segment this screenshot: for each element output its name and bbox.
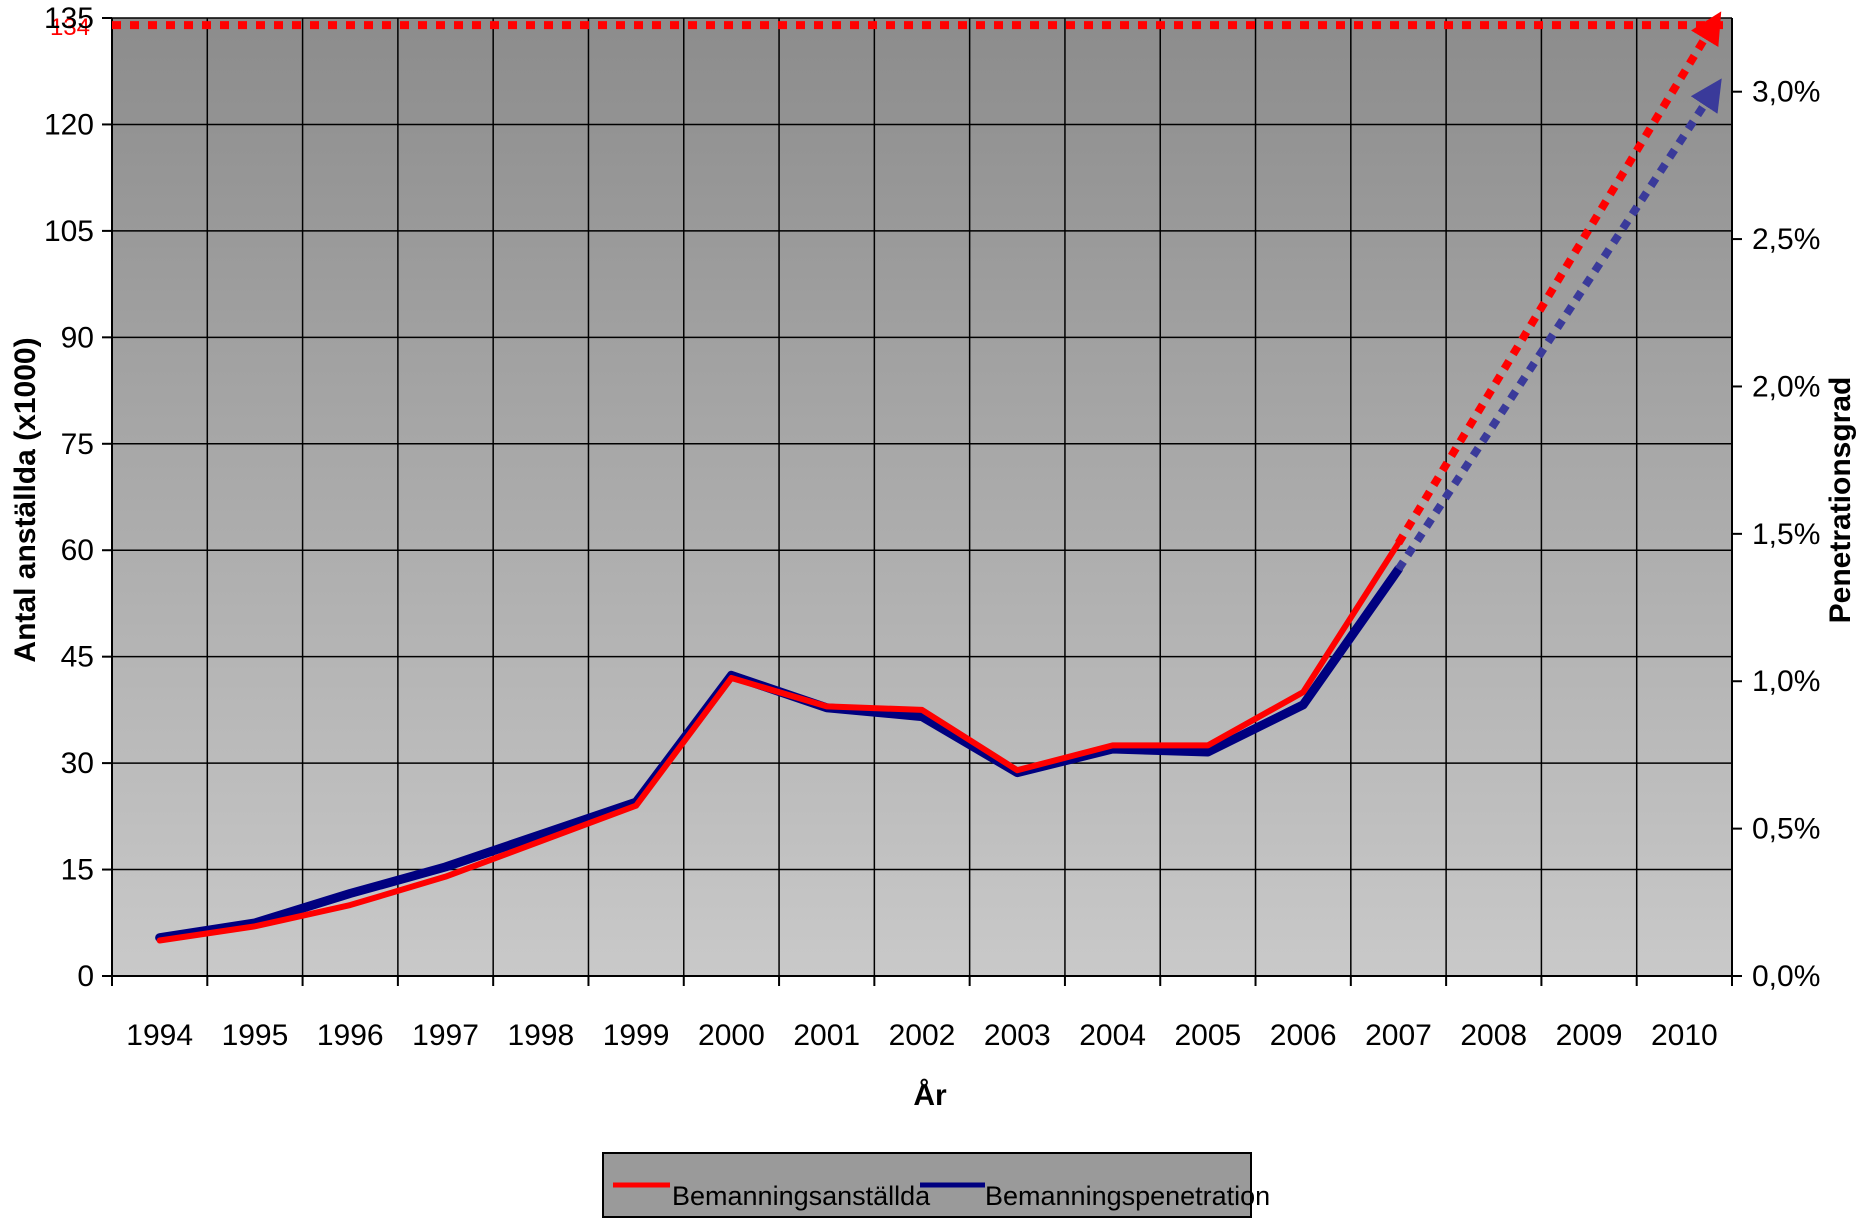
left-tick-label: 45 (61, 641, 94, 674)
series-lines (155, 11, 1722, 944)
x-tick-label: 1996 (317, 1019, 384, 1052)
right-tick-label: 1,0% (1752, 665, 1820, 698)
legend-label-1: Bemanningspenetration (985, 1181, 1270, 1211)
axes (111, 18, 1733, 977)
left-tick-label: 105 (44, 215, 94, 248)
x-tick-label: 2010 (1651, 1019, 1718, 1052)
right-axis-ticks: 0,0% 0,5% 1,0% 1,5% 2,0% 2,5% 3,0% (1732, 76, 1820, 993)
left-tick-label: 0 (77, 960, 94, 993)
x-axis-title: År (913, 1079, 947, 1112)
left-tick-label: 30 (61, 747, 94, 780)
left-axis-ticks: 0 15 30 45 60 75 90 105 120 135 (44, 2, 112, 993)
x-axis-ticks: 1994 1995 1996 1997 1998 1999 2000 2001 2002 2003… (111, 976, 1733, 1052)
right-tick-label: 3,0% (1752, 76, 1820, 109)
y-axis-title-right: Penetrationsgrad (1824, 377, 1857, 624)
right-tick-label: 1,5% (1752, 518, 1820, 551)
x-tick-label: 1997 (412, 1019, 479, 1052)
x-tick-label: 2004 (1079, 1019, 1146, 1052)
x-tick-label: 2002 (889, 1019, 956, 1052)
left-tick-label: 90 (61, 321, 94, 354)
x-tick-label: 2008 (1460, 1019, 1527, 1052)
right-tick-label: 0,5% (1752, 813, 1820, 846)
series-projection-1 (1395, 78, 1722, 572)
x-tick-label: 1999 (603, 1019, 670, 1052)
left-tick-label: 135 (44, 2, 94, 35)
series-line-0 (156, 540, 1402, 944)
reference-line-label: 134 (50, 14, 90, 41)
plot-area (112, 18, 1732, 976)
x-tick-label: 2001 (793, 1019, 860, 1052)
right-tick-label: 2,0% (1752, 370, 1820, 403)
legend: Bemanningsanställda Bemanningspenetratio… (602, 1152, 1270, 1218)
x-tick-label: 2009 (1556, 1019, 1623, 1052)
x-tick-label: 2005 (1175, 1019, 1242, 1052)
x-tick-label: 1994 (126, 1019, 193, 1052)
left-tick-label: 75 (61, 428, 94, 461)
right-tick-label: 2,5% (1752, 223, 1820, 256)
legend-label-0: Bemanningsanställda (672, 1181, 931, 1211)
x-tick-label: 2007 (1365, 1019, 1432, 1052)
y-axis-title-left: Antal anställda (x1000) (9, 337, 42, 662)
x-tick-label: 1995 (222, 1019, 289, 1052)
x-tick-label: 2000 (698, 1019, 765, 1052)
x-tick-label: 2006 (1270, 1019, 1337, 1052)
x-tick-label: 1998 (507, 1019, 574, 1052)
left-tick-label: 120 (44, 108, 94, 141)
right-tick-label: 0,0% (1752, 960, 1820, 993)
x-tick-label: 2003 (984, 1019, 1051, 1052)
left-tick-label: 15 (61, 854, 94, 887)
reference-line: 134 (50, 14, 1732, 41)
left-tick-label: 60 (61, 534, 94, 567)
